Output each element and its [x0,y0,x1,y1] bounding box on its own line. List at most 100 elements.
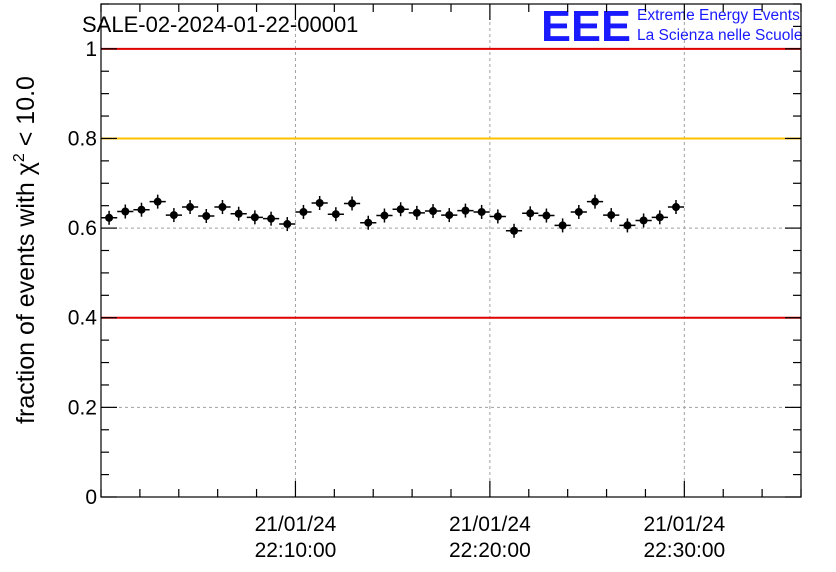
axis-ticks [100,3,802,498]
data-point [538,208,555,223]
data-point [327,207,344,222]
data-point [311,195,328,210]
point-marker [493,212,502,221]
point-marker [105,213,114,222]
point-marker [169,211,178,220]
chart-title: SALE-02-2024-01-22-00001 [82,12,358,37]
point-marker [348,199,357,208]
point-marker [639,216,648,225]
data-point [457,203,474,218]
data-point [667,200,685,215]
point-marker [315,198,324,207]
grid [101,4,801,497]
point-marker [331,210,340,219]
data-point [101,210,118,225]
data-point [424,204,442,219]
data-point [230,206,247,221]
x-tick-label-date: 21/01/24 [643,513,725,536]
data-point [181,200,199,215]
data-point [214,200,231,215]
x-tick-label-time: 22:30:00 [643,539,725,562]
x-tick-label-date: 21/01/24 [255,513,337,536]
data-point [360,215,377,230]
point-marker [137,205,146,214]
point-marker [542,211,551,220]
logo-letters: EEE [541,2,631,51]
logo-line-1: Extreme Energy Events [637,7,800,24]
point-marker [558,221,567,230]
data-point [586,194,604,209]
point-marker [461,206,470,215]
point-marker [445,211,454,220]
point-marker [412,208,421,217]
data-point [376,208,393,223]
point-marker [153,197,162,206]
point-marker [234,209,243,218]
x-tick-label-time: 22:10:00 [255,539,337,562]
point-marker [283,220,292,229]
y-axis-label-sup: 2 [11,153,28,162]
data-point [279,217,296,232]
data-point [343,196,361,211]
logo-line-2: La Scienza nelle Scuole [637,27,802,44]
data-point [441,208,458,223]
data-point [554,218,571,233]
point-marker [655,213,664,222]
data-point [408,205,425,220]
y-tick-labels: 0 0.2 0.4 0.6 0.8 1 [68,38,98,509]
data-point [165,208,182,223]
data-point [651,210,668,225]
point-marker [429,207,438,216]
y-tick-label: 0.4 [68,307,98,330]
data-point [117,204,134,219]
y-tick-label: 0 [85,486,97,509]
point-marker [477,207,486,216]
point-marker [250,213,259,222]
data-point [505,223,523,238]
point-marker [672,203,681,212]
data-point [133,202,150,217]
point-marker [202,211,211,220]
point-marker [526,209,535,218]
data-points [101,194,685,238]
x-tick-labels: 21/01/24 22:10:00 21/01/24 22:20:00 21/01/24… [255,513,726,562]
reference-lines [101,47,801,319]
y-axis-label-prefix: fraction of events with χ [12,162,40,424]
data-point [489,209,506,224]
y-axis-label: fraction of events with χ2 < 10.0 [11,76,40,424]
point-marker [186,203,195,212]
data-point [149,194,166,209]
y-tick-label: 0.2 [68,396,97,419]
data-point [198,208,215,223]
data-point [473,204,490,219]
plot-frame [100,3,802,498]
y-tick-label: 1 [85,38,97,61]
point-marker [574,207,583,216]
y-tick-label: 0.6 [68,217,97,240]
point-marker [396,205,405,214]
point-marker [591,197,600,206]
data-point [619,218,636,233]
eee-logo: EEE Extreme Energy Events La Scienza nel… [541,2,802,51]
x-tick-label-time: 22:20:00 [449,539,531,562]
data-point [246,210,263,225]
data-point [295,204,312,219]
data-point [262,211,280,226]
y-axis-label-suffix: < 10.0 [12,76,40,153]
point-marker [364,218,373,227]
data-point [522,206,539,221]
data-point [392,202,409,217]
point-marker [267,214,276,223]
point-marker [607,211,616,220]
point-marker [299,207,308,216]
data-point [570,204,587,219]
y-tick-label: 0.8 [68,127,97,150]
data-point [603,208,620,223]
point-marker [623,221,632,230]
x-tick-label-date: 21/01/24 [449,513,531,536]
point-marker [380,211,389,220]
point-marker [121,207,130,216]
point-marker [218,203,227,212]
point-marker [510,226,519,235]
